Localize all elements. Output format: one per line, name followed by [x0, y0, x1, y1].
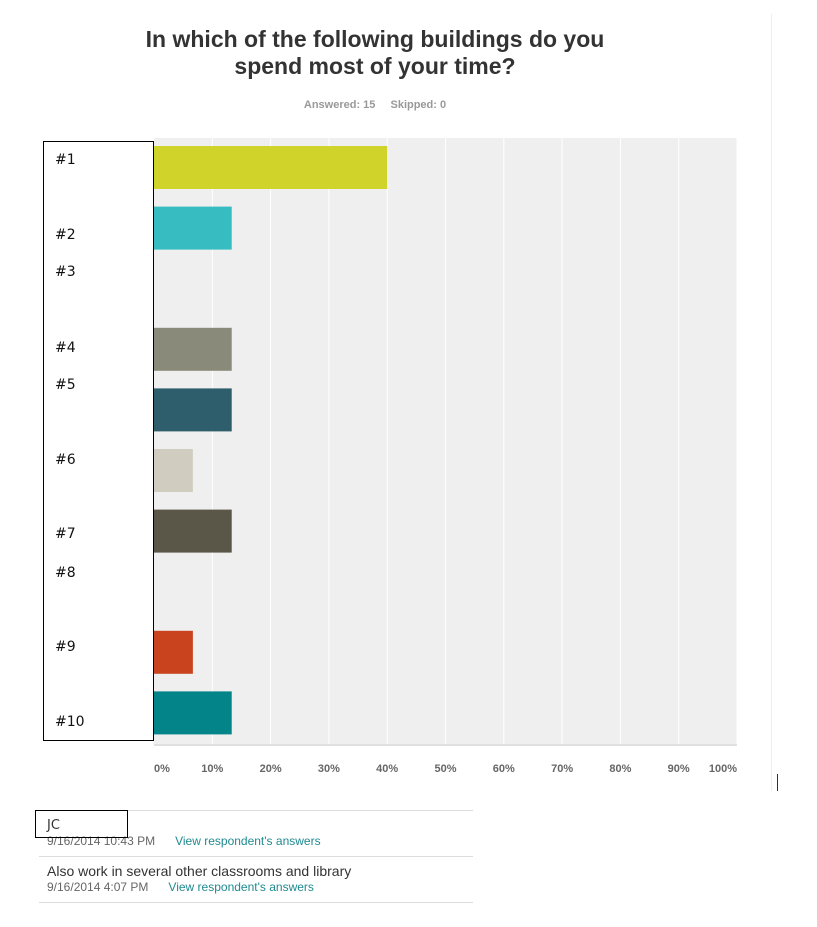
chart-title-line-2: spend most of your time?: [234, 53, 516, 79]
bar: [154, 327, 232, 371]
x-tick-label: 100%: [709, 763, 737, 775]
category-label: #2: [55, 227, 76, 243]
bar: [154, 509, 232, 553]
bar: [154, 630, 193, 674]
response-text: Also work in several other classrooms an…: [47, 863, 352, 879]
category-label: #3: [55, 264, 76, 280]
bar: [154, 449, 193, 492]
category-label: #9: [55, 639, 76, 655]
x-tick-label: 80%: [609, 763, 631, 775]
response-stats: Answered: 15 Skipped: 0: [80, 99, 670, 111]
response-date: 9/16/2014 4:07 PM: [47, 880, 149, 894]
category-label-box: [43, 141, 154, 741]
bar: [154, 388, 232, 432]
bar: [154, 691, 232, 735]
bar: [154, 206, 232, 250]
text-cursor: [777, 774, 778, 791]
bar-chart: 0% 10% 20% 30% 40% 50% 60% 70% 80% 90% 100% #1 #2 #3 #…: [43, 138, 738, 775]
x-tick-label: 50%: [434, 763, 456, 775]
category-label: #6: [55, 452, 76, 468]
x-tick-label: 10%: [201, 763, 223, 775]
view-respondent-link[interactable]: View respondent's answers: [168, 880, 314, 894]
x-tick-label: 20%: [260, 763, 282, 775]
category-label: #8: [55, 565, 76, 581]
category-label: #4: [55, 340, 76, 356]
category-label: #7: [55, 526, 76, 542]
category-label: #10: [55, 714, 85, 730]
view-respondent-link[interactable]: View respondent's answers: [175, 834, 321, 848]
response-item: Also work in several other classrooms an…: [39, 856, 473, 903]
x-tick-label: 0%: [154, 763, 170, 775]
response-text: JC: [47, 818, 60, 833]
x-tick-label: 90%: [668, 763, 690, 775]
x-tick-label: 70%: [551, 763, 573, 775]
x-tick-label: 30%: [318, 763, 340, 775]
answered-count: Answered: 15: [303, 99, 376, 111]
chart-title-line-1: In which of the following buildings do y…: [145, 26, 605, 52]
category-label: #1: [55, 152, 76, 168]
category-label: #5: [55, 377, 76, 393]
x-tick-label: 60%: [493, 763, 515, 775]
response-list: JC 9/16/2014 10:43 PM View respondent's a…: [39, 810, 473, 903]
chart-title: In which of the following buildings do y…: [80, 26, 670, 80]
skipped-count: Skipped: 0: [390, 99, 447, 111]
response-date: 9/16/2014 10:43 PM: [47, 834, 156, 848]
x-tick-label: 40%: [376, 763, 398, 775]
response-item: JC 9/16/2014 10:43 PM View respondent's a…: [39, 810, 473, 856]
panel-divider: [771, 14, 772, 791]
bar: [154, 146, 388, 189]
